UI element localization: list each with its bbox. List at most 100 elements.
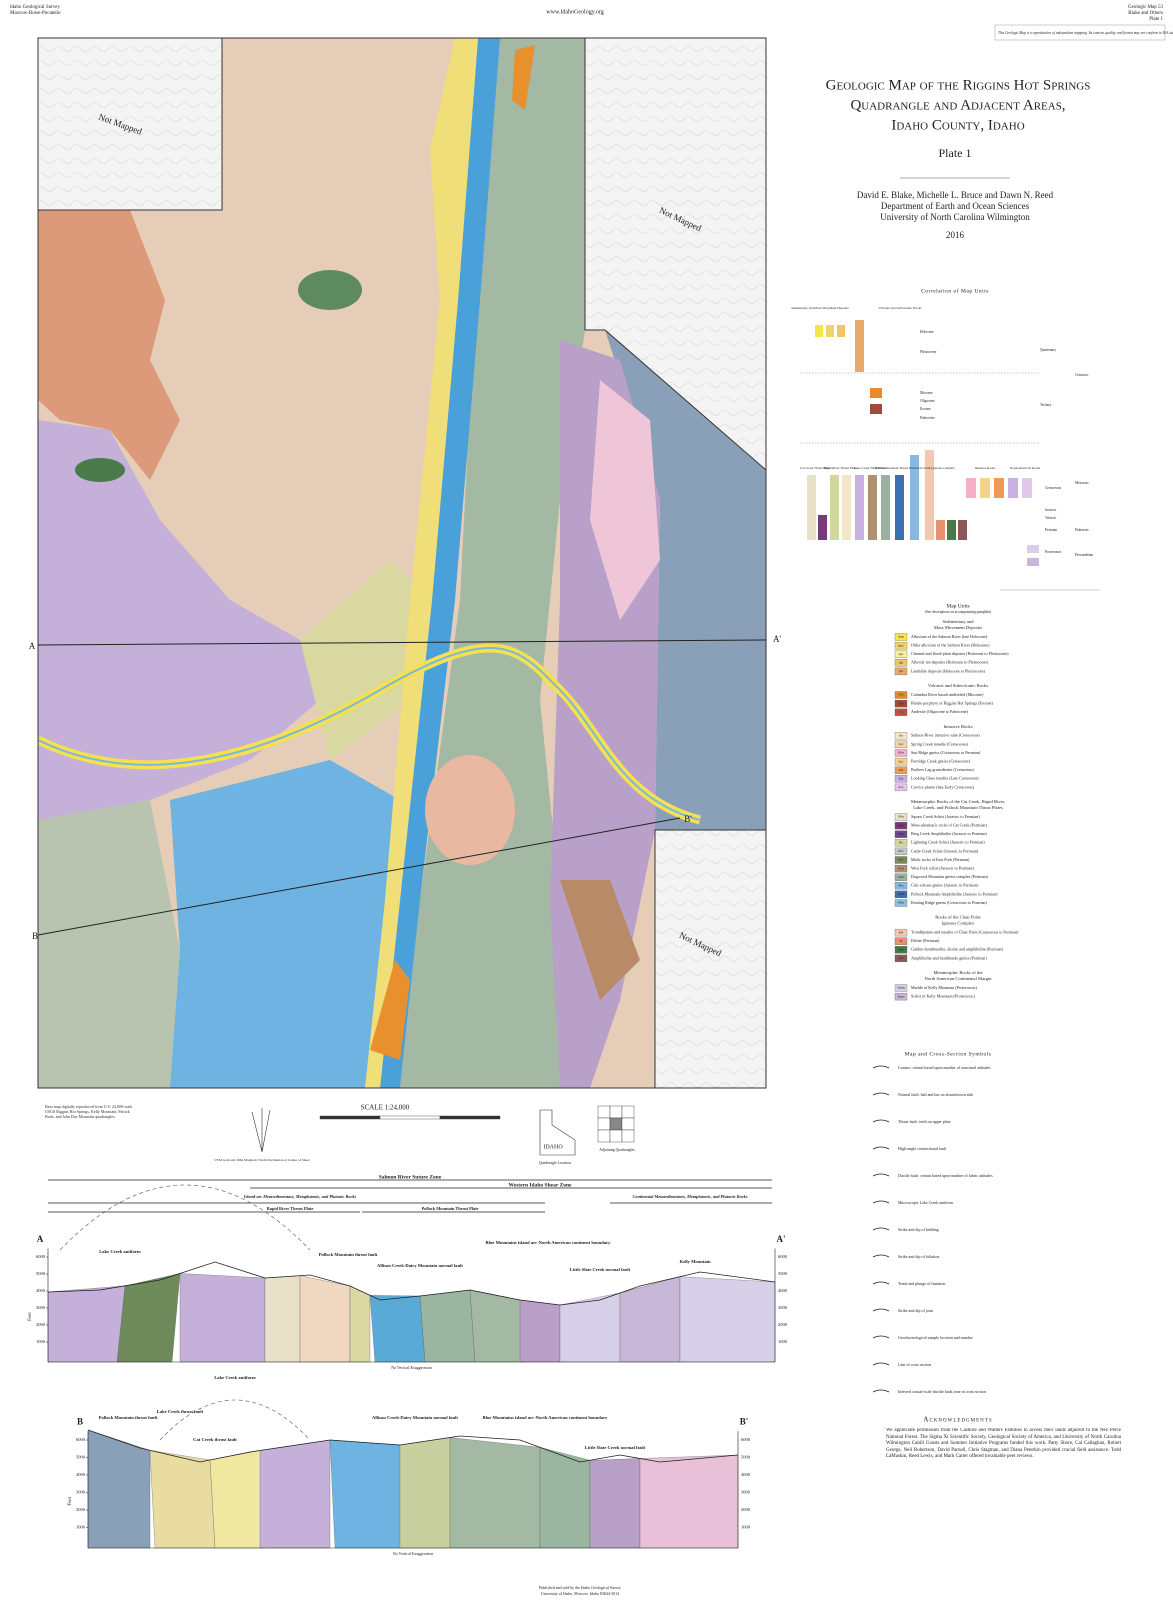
unit-label: Older alluvium of the Salmon River (Holo… — [911, 643, 990, 648]
unit-code: Qaf — [899, 660, 904, 664]
period-label: Proterozoic — [1045, 550, 1062, 554]
symbol-label: Normal fault: ball and bar on downthrown… — [898, 1092, 973, 1097]
unit-swatch — [894, 864, 908, 873]
unit-code: Qaс — [899, 652, 904, 656]
section-unit — [419, 1289, 476, 1363]
unit-box — [947, 520, 956, 540]
symbol-glyph — [872, 1254, 890, 1258]
unit-code: Pah — [899, 956, 904, 960]
unit-code: JPcc — [898, 849, 904, 853]
unit-label: Spring Creek tonalite (Cretaceous) — [911, 741, 969, 746]
unit-area — [425, 755, 515, 865]
zone-label: Western Idaho Shear Zone — [508, 1182, 572, 1188]
unit-code: Qam — [898, 635, 904, 639]
correlation-group: Sedimentary and Mass Movement Deposits — [791, 306, 849, 310]
title: Quadrangle and Adjacent Areas, — [850, 97, 1065, 113]
unit-section-heading: North American Continental Margin — [925, 976, 993, 981]
symbol-glyph — [872, 1092, 890, 1096]
notice: This Geologic Map is a reproduction of i… — [998, 31, 1173, 36]
unit-box — [837, 325, 845, 337]
footer: University of Idaho, Moscow, Idaho 83844… — [541, 1591, 619, 1597]
unit-swatch — [894, 813, 908, 821]
unit-box — [994, 478, 1004, 498]
year: 2016 — [946, 230, 965, 240]
section-note: No Vertical Exaggeration — [391, 1365, 432, 1370]
unit-swatch — [894, 856, 908, 864]
cross-section-b: 6000 6000 5000 5000 4000 4000 3000 3000 2000 2000… — [68, 1375, 751, 1556]
elevation-label: 5000 — [36, 1271, 46, 1276]
antiform-trace — [159, 1399, 311, 1441]
era-label: Tertiary — [1040, 403, 1052, 407]
unit-box — [815, 325, 823, 337]
section-unit — [519, 1299, 561, 1363]
unit-label: Alluvium of the Salmon River (late Holoc… — [911, 634, 988, 639]
elevation-label: 1000 — [778, 1339, 788, 1344]
correlation-title: Correlation of Map Units — [921, 287, 989, 294]
unit-swatch — [894, 954, 908, 963]
unit-box — [980, 478, 990, 498]
symbols-title: Map and Cross-Section Symbols — [905, 1051, 992, 1057]
unit-swatch — [894, 766, 908, 774]
correlation-group: Intrusive Rocks — [975, 466, 997, 470]
section-line-a — [37, 639, 767, 646]
section-annotation: Blue Mountains island arc-North American… — [486, 1240, 612, 1245]
symbol-label: Geochronological sample location and num… — [898, 1335, 974, 1340]
unit-label: Salmon River intrusive suite (Cretaceous… — [911, 733, 980, 738]
section-end-label: A' — [773, 634, 781, 644]
antiform-trace — [59, 1184, 311, 1251]
unit-label: Dogwood Mountain gneiss complex (Permian… — [911, 874, 988, 879]
unit-swatch — [894, 984, 908, 992]
elevation-label: 2000 — [76, 1507, 86, 1512]
unit-area — [38, 210, 180, 480]
unit-section-heading: Volcanic and Subvolcanic Rocks — [928, 683, 988, 688]
zone-label: Continental Metasedimentary, Metaplutoni… — [632, 1194, 747, 1199]
unit-box — [807, 475, 816, 540]
elevation-label: 6000 — [741, 1437, 751, 1442]
section-unit — [399, 1437, 451, 1549]
symbol-label: Strike and dip of bedding — [898, 1227, 939, 1232]
section-line-b — [37, 817, 681, 936]
unit-code: Kbl — [899, 768, 904, 772]
section-annotation: Allison Creek-Dairy Mountain normal faul… — [372, 1415, 458, 1420]
unit-section-heading: Mass Movement Deposits — [934, 625, 982, 630]
header-right: Geologic Map 53 — [1128, 5, 1163, 10]
unit-code: Qls — [899, 669, 904, 673]
unit-label: Meta-ultramafic rocks of Cat Creek (Perm… — [911, 823, 987, 828]
unit-swatch — [894, 749, 908, 757]
unit-code: Tbp — [899, 701, 904, 705]
period-label: Miocene — [920, 391, 933, 395]
scale-bar — [319, 1115, 381, 1120]
unit-box — [1022, 478, 1032, 498]
elevation-label: 1000 — [36, 1339, 46, 1344]
unit-box — [966, 478, 976, 498]
unit-label: Biotite porphyry of Riggins Hot Springs … — [911, 701, 994, 706]
symbol-label: Strike and dip of foliation — [898, 1254, 939, 1259]
elevation-label: 5000 — [741, 1455, 751, 1460]
unit-box — [870, 404, 882, 414]
symbol-label: Inferred crustal-scale ductile fault zon… — [898, 1389, 986, 1394]
state-label: IDAHO — [543, 1144, 563, 1150]
unit-code: Pdm — [898, 875, 904, 879]
unit-area — [300, 560, 430, 760]
correlation-group: Cat Creek Thrust Plate — [800, 466, 831, 470]
unit-label: West Fork schist (Jurassic to Permian) — [911, 866, 974, 871]
section-unit — [329, 1439, 406, 1549]
unit-box — [925, 450, 934, 540]
elevation-label: 4000 — [778, 1288, 788, 1293]
symbol-glyph — [872, 1389, 890, 1393]
zone-label: Rapid River Thrust Plate — [267, 1206, 314, 1211]
unit-label: Cattle Creek Schist (Jurassic to Permian… — [911, 848, 979, 853]
period-label: Holocene — [920, 330, 934, 334]
unit-code: JPlc — [898, 840, 904, 844]
era-label: Mesozoic — [1075, 481, 1089, 485]
elevation-label: 4000 — [76, 1472, 86, 1477]
section-unit — [589, 1458, 641, 1549]
symbol-label: Contact: certain based upon number of st… — [898, 1065, 991, 1070]
symbol-glyph — [872, 1119, 890, 1123]
section-unit — [639, 1454, 739, 1549]
section-annotation: Lake Creek thrust fault — [157, 1409, 204, 1414]
section-annotation: Lake Creek antiform — [214, 1375, 256, 1380]
elevation-label: 6000 — [76, 1437, 86, 1442]
unit-swatch — [894, 659, 908, 667]
section-unit — [179, 1273, 266, 1363]
